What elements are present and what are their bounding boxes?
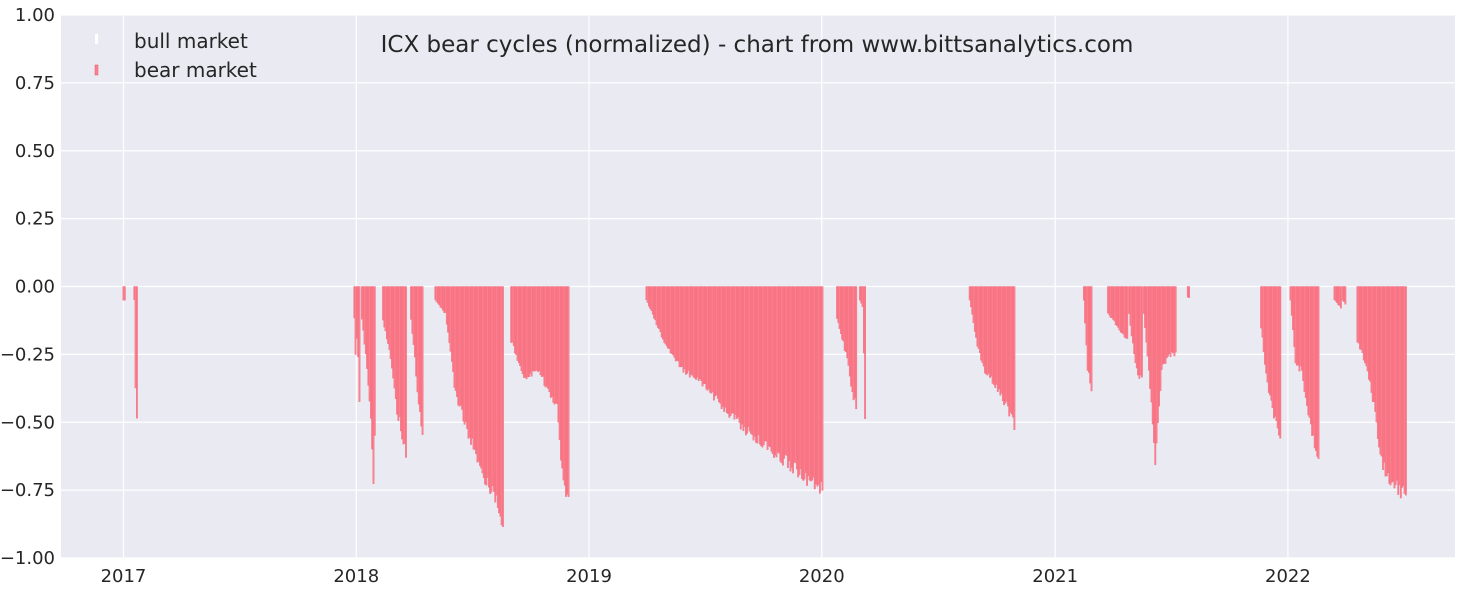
bear-market-bar [136, 286, 138, 419]
bear-market-bar [421, 286, 424, 435]
chart-title: ICX bear cycles (normalized) - chart fro… [381, 32, 1134, 58]
bear-market-bar [1317, 286, 1320, 459]
bear-market-bar [1141, 286, 1143, 378]
y-tick-label: 0.00 [15, 277, 55, 298]
bear-market-bar [1126, 286, 1129, 339]
x-tick-label: 2022 [1265, 566, 1311, 587]
bear-market-bar [1339, 286, 1342, 309]
y-tick-label: −0.25 [0, 344, 55, 365]
x-tick-label: 2019 [566, 566, 612, 587]
bear-market-bar [405, 286, 407, 458]
y-tick-label: −1.00 [0, 548, 55, 569]
y-tick-label: −0.75 [0, 480, 55, 501]
bear-market-bar [502, 286, 504, 527]
legend-label-bull-market: bull market [134, 29, 248, 53]
bear-market-bar [358, 286, 361, 402]
x-tick-label: 2017 [101, 566, 147, 587]
bear-market-bar [1090, 286, 1093, 392]
bear-market-bar [567, 286, 570, 497]
y-tick-label: 0.50 [15, 141, 55, 162]
y-tick-label: −0.50 [0, 412, 55, 433]
legend-swatch-bear-market [94, 64, 99, 76]
bear-market-bar [821, 286, 824, 491]
x-tick-label: 2021 [1032, 566, 1078, 587]
bear-market-bar [123, 286, 126, 301]
bear-market-bar [1405, 286, 1407, 496]
bear-market-bar [1279, 286, 1282, 439]
legend: bull market bear market [94, 29, 257, 82]
x-axis-tick-labels: 2017 2018 2019 2020 2021 2022 [101, 566, 1311, 587]
y-tick-label: 0.25 [15, 209, 55, 230]
bear-market-bar [1174, 286, 1177, 353]
y-axis-tick-labels: −1.00 −0.75 −0.50 −0.25 0.00 0.25 0.50 0.75 1.00 [0, 5, 55, 569]
bear-market-bars [122, 286, 1407, 527]
legend-label-bear-market: bear market [134, 58, 257, 82]
bear-market-bar [1188, 286, 1190, 298]
bear-market-bar [373, 286, 376, 436]
x-tick-label: 2020 [799, 566, 845, 587]
y-tick-label: 1.00 [15, 5, 55, 26]
bear-market-bar [1344, 286, 1347, 305]
bear-market-bar [864, 286, 867, 419]
legend-swatch-bull-market [95, 34, 98, 44]
bear-market-bar [855, 286, 858, 410]
bear-market-bar [1013, 286, 1016, 431]
y-tick-label: 0.75 [15, 73, 55, 94]
x-tick-label: 2018 [333, 566, 379, 587]
